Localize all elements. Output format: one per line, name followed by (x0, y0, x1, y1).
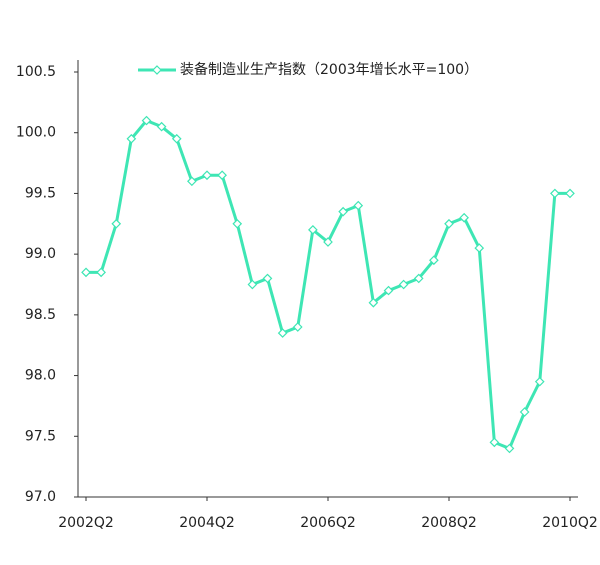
x-tick-label: 2006Q2 (300, 515, 356, 531)
point-marker (413, 273, 424, 284)
point-marker (383, 285, 394, 296)
point-marker (96, 267, 106, 278)
point-marker (262, 273, 273, 284)
point-marker (202, 170, 212, 181)
point-marker (444, 218, 454, 229)
point-marker (292, 322, 303, 332)
point-marker (459, 212, 469, 223)
point-marker (489, 437, 500, 448)
point-marker (504, 443, 515, 454)
point-marker (368, 297, 379, 308)
y-tick-label: 100.5 (16, 64, 56, 80)
x-tick-label: 2004Q2 (179, 515, 235, 531)
point-marker (308, 225, 318, 235)
point-marker (171, 133, 182, 144)
point-marker (338, 206, 348, 217)
y-tick-label: 97.5 (25, 428, 56, 444)
point-marker (126, 133, 137, 144)
y-tick-label: 98.0 (25, 368, 56, 384)
y-tick-label: 99.0 (25, 246, 56, 262)
x-tick-label: 2002Q2 (58, 515, 114, 531)
y-tick-label: 97.0 (25, 489, 56, 505)
y-tick-label: 98.5 (25, 307, 56, 323)
point-marker (534, 376, 545, 387)
point-marker (217, 170, 227, 181)
y-tick-label: 100.0 (16, 125, 56, 141)
point-marker (519, 407, 530, 417)
point-marker (398, 279, 409, 290)
point-marker (565, 188, 575, 199)
point-marker (429, 255, 439, 266)
point-marker (550, 188, 560, 199)
point-marker (353, 200, 364, 211)
point-marker (111, 218, 122, 229)
point-marker (81, 267, 91, 278)
point-marker (156, 121, 167, 132)
legend-marker (152, 65, 162, 75)
point-marker (187, 176, 197, 187)
point-marker (232, 218, 243, 229)
point-marker (247, 279, 258, 290)
point-marker (474, 243, 485, 253)
x-tick-label: 2010Q2 (542, 515, 598, 531)
legend-label: 装备制造业生产指数（2003年增长水平=100） (180, 61, 478, 78)
point-marker (323, 237, 333, 247)
y-tick-label: 99.5 (25, 185, 56, 201)
point-marker (141, 115, 152, 126)
point-marker (277, 328, 288, 338)
x-tick-label: 2008Q2 (421, 515, 477, 531)
